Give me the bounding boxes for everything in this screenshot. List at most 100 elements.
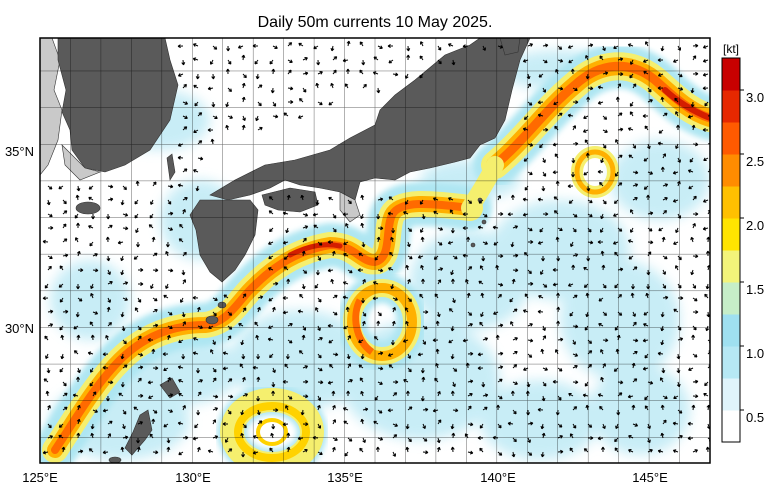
current-arrow bbox=[598, 322, 604, 327]
current-arrow bbox=[47, 404, 51, 411]
current-arrow bbox=[91, 213, 96, 220]
current-arrow bbox=[407, 297, 413, 303]
current-arrow bbox=[152, 297, 158, 302]
current-arrow bbox=[332, 227, 337, 233]
current-arrow bbox=[312, 212, 319, 217]
current-arrow bbox=[600, 213, 604, 220]
current-arrow bbox=[252, 43, 259, 48]
current-arrow bbox=[705, 283, 710, 290]
current-arrow bbox=[282, 310, 289, 315]
current-arrow bbox=[377, 45, 383, 49]
current-arrow bbox=[510, 390, 515, 397]
current-arrow bbox=[360, 418, 365, 425]
current-arrow bbox=[227, 325, 233, 330]
current-arrow bbox=[600, 376, 604, 383]
current-arrow bbox=[497, 282, 504, 287]
current-arrow bbox=[167, 227, 174, 231]
current-arrow bbox=[197, 140, 203, 145]
current-arrow bbox=[526, 381, 531, 388]
current-arrow bbox=[332, 437, 338, 441]
current-arrow bbox=[552, 142, 559, 147]
current-arrow bbox=[87, 351, 94, 356]
current-arrow bbox=[572, 294, 578, 299]
current-arrow bbox=[467, 351, 474, 356]
current-arrow bbox=[302, 365, 309, 369]
current-arrow bbox=[705, 325, 710, 332]
current-arrow bbox=[62, 238, 68, 243]
current-arrow bbox=[672, 449, 679, 453]
current-arrow bbox=[676, 353, 681, 360]
current-arrow bbox=[106, 306, 111, 313]
current-arrow bbox=[167, 199, 172, 205]
current-arrow bbox=[602, 115, 608, 120]
current-arrow bbox=[286, 446, 291, 453]
current-arrow bbox=[705, 446, 710, 453]
current-arrow bbox=[102, 352, 109, 357]
current-arrow bbox=[585, 73, 590, 80]
current-arrow bbox=[568, 59, 574, 64]
current-arrow bbox=[212, 407, 219, 411]
current-arrow bbox=[358, 339, 364, 344]
current-arrow bbox=[315, 199, 320, 206]
current-arrow bbox=[512, 364, 518, 369]
colorbar-swatch bbox=[722, 378, 740, 411]
current-arrow bbox=[212, 367, 217, 373]
current-arrow bbox=[599, 405, 604, 411]
current-arrow bbox=[227, 394, 234, 399]
current-arrow bbox=[703, 392, 709, 397]
current-arrow bbox=[658, 227, 664, 232]
current-arrow bbox=[272, 281, 279, 286]
current-arrow bbox=[107, 297, 111, 303]
current-arrow bbox=[615, 96, 620, 103]
current-arrow bbox=[120, 311, 125, 318]
current-arrow bbox=[540, 451, 545, 458]
current-arrow bbox=[268, 255, 274, 260]
current-arrow bbox=[497, 423, 502, 429]
current-arrow bbox=[240, 339, 245, 346]
current-arrow bbox=[268, 297, 274, 302]
current-arrow bbox=[62, 381, 67, 387]
current-arrow bbox=[252, 450, 259, 455]
current-arrow bbox=[162, 352, 169, 357]
current-arrow bbox=[597, 436, 604, 441]
current-arrow bbox=[497, 378, 503, 383]
current-arrow bbox=[46, 199, 51, 206]
current-arrow bbox=[527, 269, 532, 275]
current-arrow bbox=[632, 378, 638, 383]
current-arrow bbox=[197, 156, 204, 161]
current-arrow bbox=[122, 409, 127, 415]
current-arrow bbox=[212, 339, 216, 345]
current-arrow bbox=[372, 296, 379, 301]
colorbar-tick-2.5: 2.5 bbox=[746, 154, 765, 169]
current-arrow bbox=[167, 211, 174, 216]
current-arrow bbox=[392, 307, 396, 313]
current-arrow bbox=[403, 211, 409, 215]
lon-label-135E: 135°E bbox=[327, 470, 363, 485]
current-arrow bbox=[572, 353, 579, 357]
map-title: Daily 50m currents 10 May 2025. bbox=[257, 14, 493, 31]
current-arrow bbox=[692, 195, 697, 201]
current-arrow bbox=[227, 59, 232, 65]
current-arrow bbox=[661, 367, 666, 374]
current-arrow bbox=[302, 269, 308, 274]
current-arrow bbox=[254, 321, 259, 327]
current-arrow bbox=[76, 185, 81, 192]
current-arrow bbox=[688, 367, 694, 371]
current-arrow bbox=[676, 124, 680, 131]
current-arrow bbox=[632, 183, 639, 188]
current-arrow bbox=[77, 268, 84, 273]
current-arrow bbox=[643, 157, 649, 162]
current-arrow bbox=[677, 409, 683, 414]
current-arrow bbox=[45, 353, 49, 359]
current-arrow bbox=[687, 169, 694, 173]
current-arrow bbox=[569, 433, 574, 439]
current-arrow bbox=[703, 157, 709, 162]
current-arrow bbox=[240, 409, 245, 416]
current-arrow bbox=[512, 308, 518, 313]
current-arrow bbox=[478, 199, 484, 204]
current-arrow bbox=[522, 197, 529, 202]
current-arrow bbox=[166, 334, 171, 341]
current-arrow bbox=[268, 325, 274, 329]
current-arrow bbox=[374, 255, 379, 261]
current-arrow bbox=[632, 350, 638, 355]
